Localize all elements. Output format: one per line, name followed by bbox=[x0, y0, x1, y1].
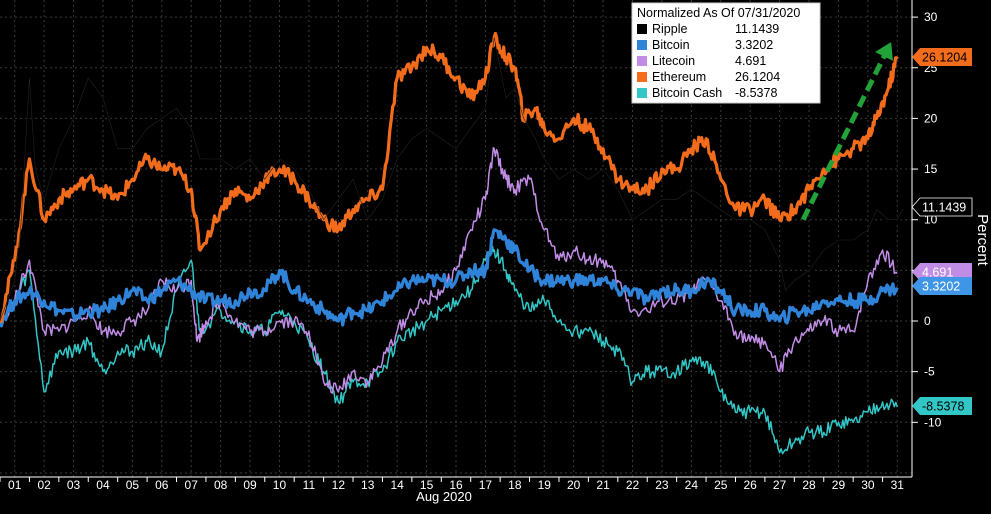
value-label-text: -8.5378 bbox=[922, 400, 964, 414]
legend-swatch bbox=[637, 56, 647, 66]
value-label-bg bbox=[911, 197, 973, 217]
y-tick-label: 20 bbox=[924, 111, 938, 125]
x-tick-label: 04 bbox=[96, 478, 110, 492]
y-axis-label: Percent bbox=[974, 214, 991, 267]
x-tick-label: 16 bbox=[449, 478, 463, 492]
x-tick-label: 28 bbox=[802, 478, 816, 492]
value-label-text: 3.3202 bbox=[922, 280, 960, 294]
value-label-bg bbox=[912, 277, 972, 295]
legend-series-name: Ripple bbox=[652, 22, 687, 36]
x-tick-label: 18 bbox=[508, 478, 522, 492]
x-tick-label: 05 bbox=[126, 478, 140, 492]
value-label-bg bbox=[912, 263, 972, 281]
legend-series-value: 26.1204 bbox=[735, 70, 780, 84]
x-axis-month-label: Aug 2020 bbox=[416, 489, 472, 504]
x-tick-label: 10 bbox=[273, 478, 287, 492]
series-line-bitcoin bbox=[0, 228, 899, 328]
x-tick-label: 13 bbox=[361, 478, 375, 492]
legend-series-name: Bitcoin Cash bbox=[652, 86, 722, 100]
legend-title: Normalized As Of 07/31/2020 bbox=[637, 6, 800, 20]
x-tick-label: 30 bbox=[861, 478, 875, 492]
value-label-bitcoin-cash: -8.5378 bbox=[912, 397, 972, 415]
legend-series-value: 11.1439 bbox=[735, 22, 779, 36]
x-tick-label: 24 bbox=[685, 478, 699, 492]
x-tick-label: 19 bbox=[538, 478, 552, 492]
x-tick-label: 21 bbox=[596, 478, 610, 492]
x-tick-label: 06 bbox=[155, 478, 169, 492]
x-tick-label: 27 bbox=[773, 478, 787, 492]
x-axis: 01 02 03 04 05 06 07 08 09 10 11 12 13 14 15 16 17 18 19 20… bbox=[0, 476, 912, 492]
legend-series-value: 4.691 bbox=[735, 54, 766, 68]
legend-series-name: Bitcoin bbox=[652, 38, 690, 52]
x-tick-label: 29 bbox=[832, 478, 846, 492]
x-tick-label: 26 bbox=[744, 478, 758, 492]
value-label-bg bbox=[912, 397, 972, 415]
value-label-litecoin: 4.691 bbox=[912, 263, 972, 281]
x-tick-label: 03 bbox=[67, 478, 81, 492]
x-tick-label: 23 bbox=[655, 478, 669, 492]
x-tick-label: 22 bbox=[626, 478, 640, 492]
series-line-bitcoin-cash bbox=[0, 245, 899, 455]
x-tick-label: 20 bbox=[567, 478, 581, 492]
series-line-ripple-outline bbox=[0, 37, 904, 322]
legend-series-name: Ethereum bbox=[652, 70, 706, 84]
legend-swatch bbox=[637, 24, 647, 34]
y-tick-label: 0 bbox=[924, 314, 931, 328]
series-lines bbox=[0, 31, 904, 455]
legend-swatch bbox=[637, 40, 647, 50]
legend-series-value: -8.5378 bbox=[735, 86, 777, 100]
legend-box bbox=[631, 2, 821, 104]
value-label-ethereum: 26.1204 bbox=[912, 48, 972, 66]
series-line-ethereum bbox=[0, 31, 899, 323]
legend-entries: Ripple 11.1439 Bitcoin 3.3202 Litecoin 4.691 E… bbox=[637, 22, 780, 100]
x-tick-label: 17 bbox=[479, 478, 493, 492]
y-tick-label: 30 bbox=[924, 10, 938, 24]
x-tick-label: 31 bbox=[891, 478, 905, 492]
x-tick-label: 11 bbox=[303, 478, 316, 492]
x-tick-label: 15 bbox=[420, 478, 434, 492]
value-label-bitcoin: 3.3202 bbox=[912, 277, 972, 295]
legend-series-value: 3.3202 bbox=[735, 38, 773, 52]
y-tick-label: -10 bbox=[924, 415, 942, 429]
y-tick-label: 15 bbox=[924, 162, 938, 176]
value-label-text: 11.1439 bbox=[922, 201, 966, 215]
value-label-text: 4.691 bbox=[922, 266, 953, 280]
x-tick-label: 14 bbox=[390, 478, 404, 492]
value-label-ripple: 11.1439 bbox=[911, 197, 973, 217]
x-tick-label: 02 bbox=[37, 478, 51, 492]
value-label-bg bbox=[912, 48, 972, 66]
value-label-text: 26.1204 bbox=[922, 51, 967, 65]
legend: Normalized As Of 07/31/2020 Ripple 11.143… bbox=[631, 2, 821, 104]
x-tick-label: 12 bbox=[332, 478, 346, 492]
legend-series-name: Litecoin bbox=[652, 54, 695, 68]
x-tick-label: 01 bbox=[8, 478, 22, 492]
x-tick-label: 07 bbox=[185, 478, 199, 492]
x-tick-label: 09 bbox=[243, 478, 257, 492]
trend-arrow-shaft bbox=[800, 46, 891, 221]
y-tick-label: -5 bbox=[924, 365, 935, 379]
trend-arrow-head bbox=[875, 42, 893, 61]
x-tick-label: 25 bbox=[714, 478, 728, 492]
x-tick-label: 08 bbox=[214, 478, 228, 492]
trend-arrow bbox=[800, 42, 893, 221]
legend-swatch bbox=[637, 88, 647, 98]
grid bbox=[0, 0, 912, 477]
legend-swatch bbox=[637, 72, 647, 82]
